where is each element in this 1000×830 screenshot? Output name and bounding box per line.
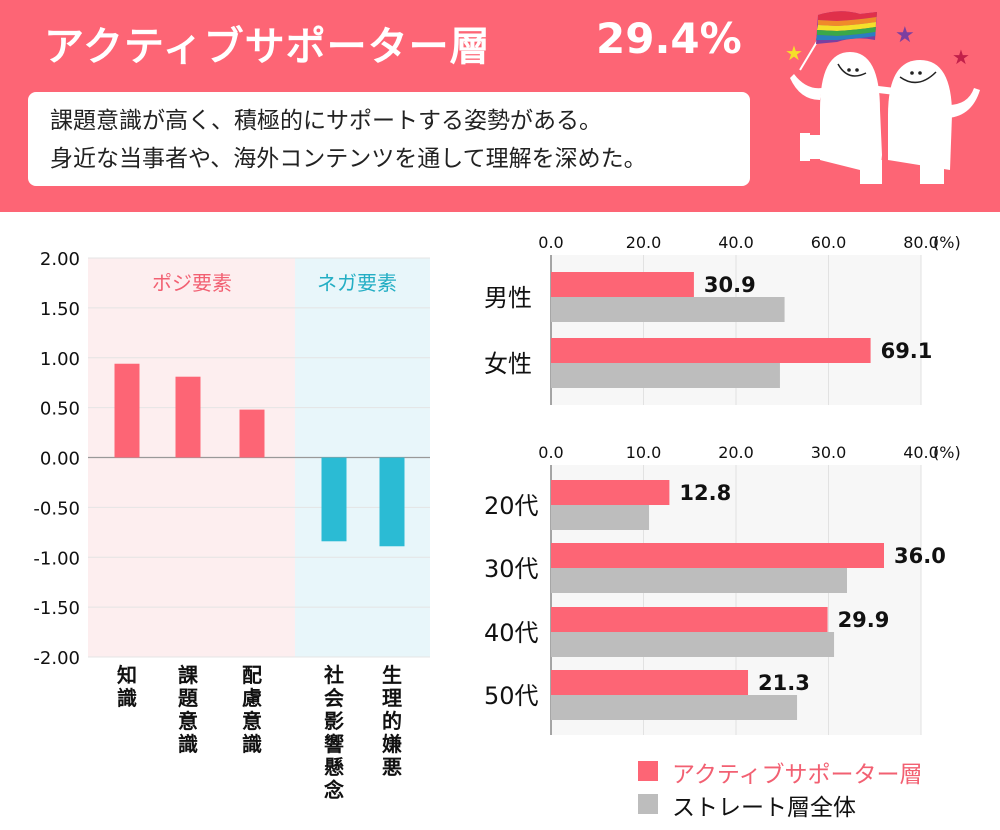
category-char: 嫌	[382, 732, 402, 756]
y-tick-label: 1.00	[40, 349, 80, 370]
x-unit-label: (%)	[933, 443, 961, 462]
group-label-positive: ポジ要素	[152, 271, 232, 295]
category-label: 20代	[484, 492, 539, 520]
category-char: 悪	[382, 755, 402, 779]
description-line-1: 課題意識が高く、積極的にサポートする姿勢がある。	[50, 108, 602, 134]
category-label-2: 配慮意識	[242, 663, 262, 756]
y-tick-label: 0.00	[40, 449, 80, 470]
data-label: 30.9	[704, 273, 756, 297]
bar-straight-2	[551, 632, 835, 657]
category-label: 30代	[484, 555, 539, 583]
category-char: 念	[324, 778, 344, 802]
data-label: 36.0	[894, 544, 946, 568]
bar-active-0	[551, 272, 694, 297]
bar-active-2	[551, 607, 828, 632]
bar-straight-0	[551, 297, 785, 322]
category-char: 会	[324, 686, 344, 710]
age-chart: 0.0 10.0 20.0 30.0 40.0(%) 20代 12.8 30代 36.0 40代 2…	[484, 443, 961, 735]
x-tick-label: 60.0	[811, 233, 847, 252]
category-char: 的	[382, 709, 402, 733]
category-char: 配	[242, 663, 262, 687]
x-tick-label: 20.0	[626, 233, 662, 252]
x-tick-label: 30.0	[811, 443, 847, 462]
y-tick-label: 0.50	[40, 399, 80, 420]
x-tick-label: 10.0	[626, 443, 662, 462]
category-label-4: 生理的嫌悪	[382, 663, 402, 779]
y-tick-label: -1.00	[33, 548, 80, 569]
category-char: 課	[178, 663, 199, 687]
category-char: 影	[324, 709, 344, 733]
category-char: 意	[178, 709, 198, 733]
category-char: 題	[178, 686, 199, 710]
rainbow-flag-icon	[816, 11, 877, 44]
category-char: 理	[382, 686, 402, 710]
segment-title: アクティブサポーター層	[44, 24, 491, 70]
x-tick-label: 0.0	[538, 233, 563, 252]
description-box: 課題意識が高く、積極的にサポートする姿勢がある。 身近な当事者や、海外コンテンツ…	[28, 92, 750, 186]
legend-swatch-active	[638, 761, 658, 781]
star-icon: ★	[895, 23, 915, 48]
x-tick-label: 80.0	[903, 233, 939, 252]
x-tick-label: 40.0	[903, 443, 939, 462]
x-tick-label: 0.0	[538, 443, 563, 462]
x-tick-label: 40.0	[718, 233, 754, 252]
description-line-2: 身近な当事者や、海外コンテンツを通して理解を深めた。	[50, 146, 647, 172]
category-label: 男性	[484, 284, 532, 312]
y-tick-label: -1.50	[33, 598, 80, 619]
category-label: 40代	[484, 619, 539, 647]
star-icon: ★	[952, 45, 970, 69]
segment-percentage: 29.4%	[596, 14, 742, 63]
bar-0	[114, 363, 140, 458]
legend-label-active: アクティブサポーター層	[672, 762, 923, 788]
category-char: 生	[382, 663, 402, 687]
group-label-negative: ネガ要素	[317, 271, 397, 295]
y-tick-label: 2.00	[40, 249, 80, 270]
characters-rainbow-flag-illustration: ★ ★ ★	[785, 11, 980, 184]
category-char: 知	[117, 663, 137, 687]
bar-3	[321, 457, 347, 542]
category-char: 識	[178, 732, 198, 756]
category-label: 50代	[484, 682, 539, 710]
bar-active-1	[551, 338, 871, 363]
legend-label-straight: ストレート層全体	[672, 795, 856, 821]
character-right	[870, 60, 980, 184]
bar-straight-3	[551, 695, 798, 720]
bar-straight-1	[551, 568, 847, 593]
y-tick-label: -2.00	[33, 648, 80, 669]
bar-straight-1	[551, 363, 780, 388]
bar-active-1	[551, 543, 884, 568]
legend-swatch-straight	[638, 794, 658, 814]
category-label-0: 知識	[117, 663, 137, 710]
bar-straight-0	[551, 505, 650, 530]
category-label: 女性	[484, 350, 532, 378]
star-icon: ★	[785, 41, 803, 65]
x-unit-label: (%)	[933, 233, 961, 252]
x-tick-label: 20.0	[718, 443, 754, 462]
bar-2	[239, 409, 265, 458]
bar-active-3	[551, 670, 749, 695]
data-label: 29.9	[838, 608, 890, 632]
header-banner: アクティブサポーター層 29.4% 課題意識が高く、積極的にサポートする姿勢があ…	[0, 0, 1000, 212]
gender-chart: 0.0 20.0 40.0 60.0 80.0(%) 男性 30.9 女性 69.1	[484, 233, 961, 405]
category-char: 社	[323, 663, 344, 687]
bar-4	[379, 457, 405, 547]
data-label: 21.3	[758, 671, 810, 695]
category-char: 響	[324, 732, 344, 756]
category-char: 慮	[242, 686, 262, 710]
bar-active-0	[551, 480, 670, 505]
category-char: 識	[117, 686, 137, 710]
category-label-3: 社会影響懸念	[323, 663, 344, 802]
data-label: 12.8	[679, 481, 731, 505]
category-label-1: 課題意識	[178, 663, 199, 756]
data-label: 69.1	[881, 339, 933, 363]
y-tick-label: 1.50	[40, 299, 80, 320]
category-char: 識	[242, 732, 262, 756]
y-tick-label: -0.50	[33, 498, 80, 519]
character-left	[790, 52, 882, 184]
category-char: 意	[242, 709, 262, 733]
category-char: 懸	[324, 755, 344, 779]
bar-1	[175, 376, 201, 458]
factor-score-chart: 2.00 1.50 1.00 0.50 0.00 -0.50 -1.00 -1.50 -2.00…	[33, 249, 430, 802]
